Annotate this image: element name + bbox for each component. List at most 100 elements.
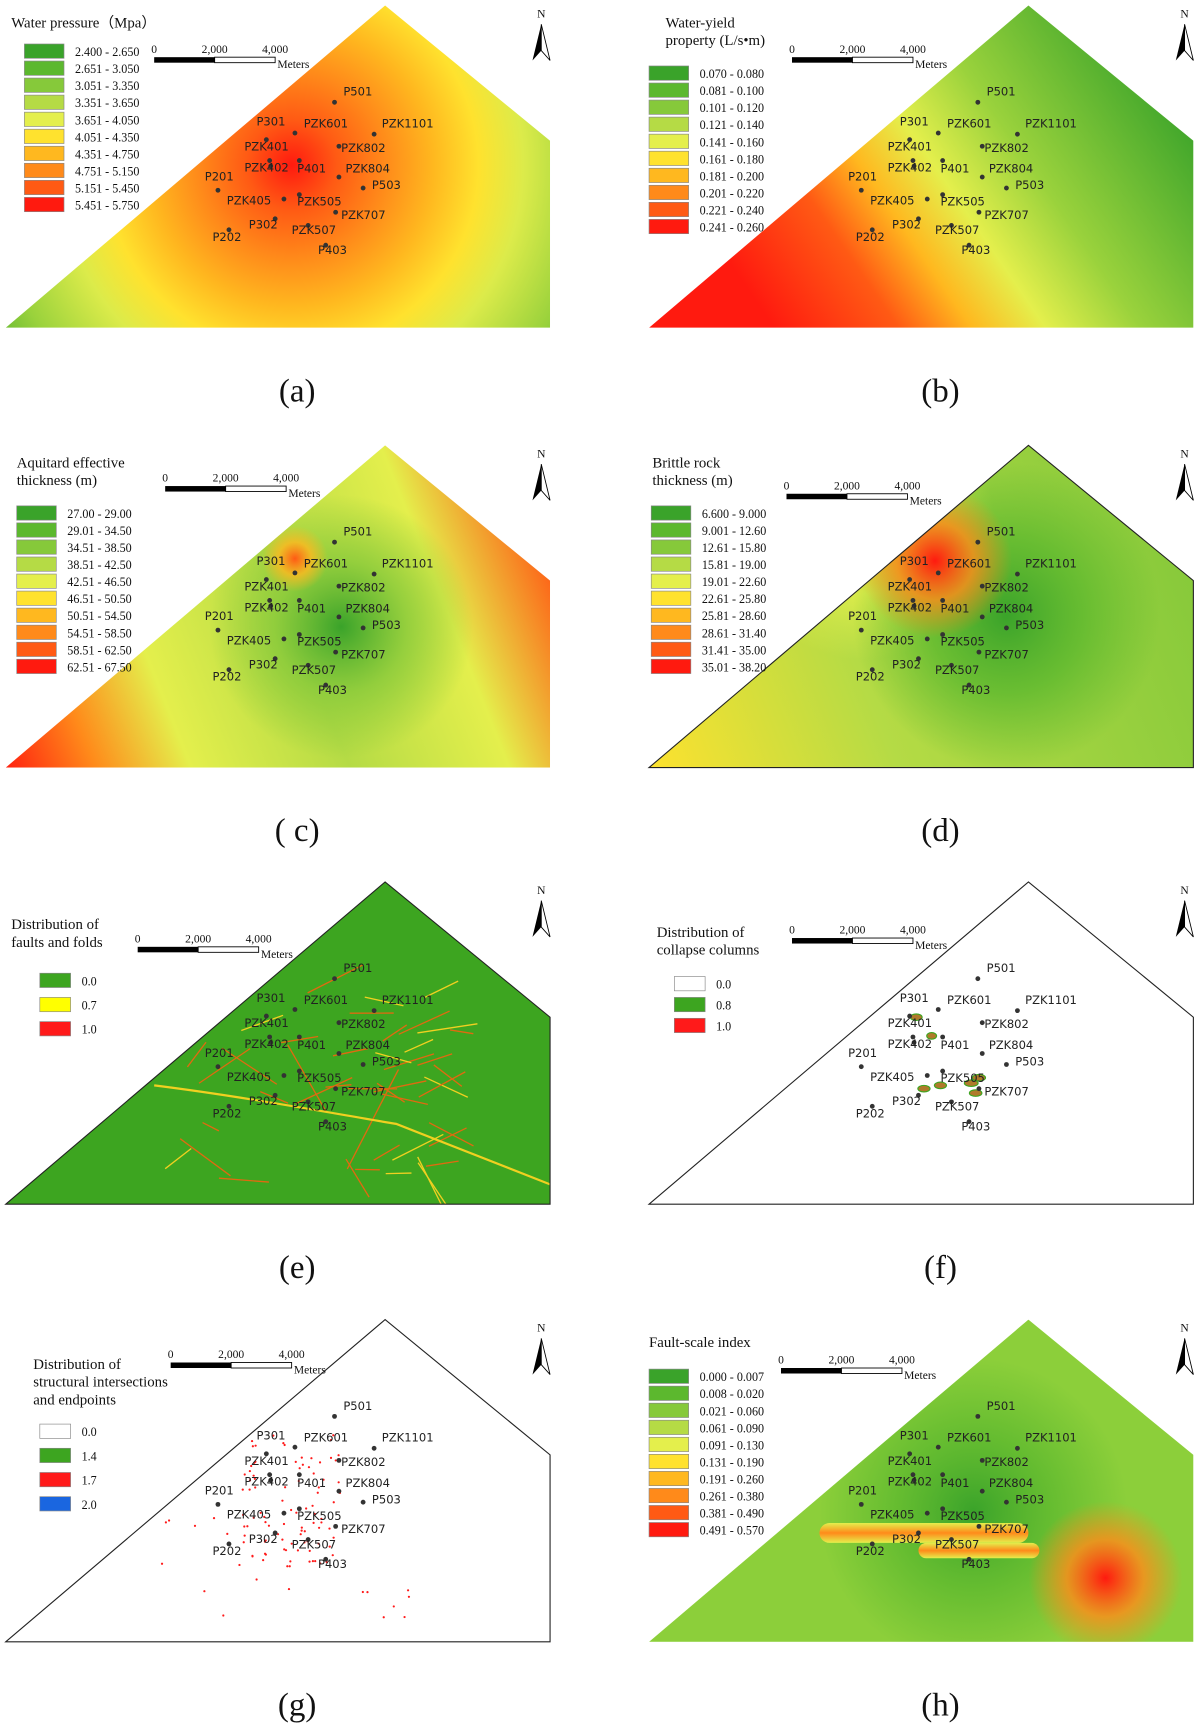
figure: P501P301PZK601PZK1101PZK401PZK802PZK402P… <box>0 0 1198 1732</box>
intersection-point <box>314 1560 316 1562</box>
well-label: P301 <box>256 114 285 128</box>
intersection-point <box>246 1525 248 1527</box>
well-label: PZK707 <box>341 1522 385 1536</box>
scale-label: 4,000 <box>246 933 272 945</box>
scale-label: 0 <box>162 473 168 485</box>
legend-swatch <box>674 1018 705 1032</box>
scale-bar <box>792 57 852 62</box>
well-label: PZK802 <box>341 1017 385 1031</box>
well-label: PZK601 <box>947 556 991 570</box>
legend-swatch <box>24 180 64 194</box>
legend-label: 9.001 - 12.60 <box>702 524 766 538</box>
well-marker <box>332 100 337 105</box>
legend-title: property (L/s•m) <box>666 33 766 49</box>
well-label: PZK402 <box>244 1475 288 1489</box>
legend-swatch <box>24 95 64 109</box>
well-label: P202 <box>212 1544 241 1558</box>
legend-swatch <box>24 146 64 160</box>
intersection-point <box>288 1588 290 1590</box>
well-marker <box>361 186 366 191</box>
north-arrow <box>541 24 550 60</box>
panel: P501P301PZK601PZK1101PZK401PZK802PZK402P… <box>0 440 555 849</box>
legend-label: 0.0 <box>82 1425 97 1439</box>
intersection-point <box>332 1554 334 1556</box>
well-label: P201 <box>205 1046 234 1060</box>
well-label: PZK707 <box>984 1084 1028 1098</box>
well-label: P202 <box>856 670 885 684</box>
well-marker <box>282 636 287 641</box>
legend-label: 2.400 - 2.650 <box>75 45 139 59</box>
legend-label: 0.091 - 0.130 <box>700 1438 764 1452</box>
intersection-point <box>393 1605 395 1607</box>
scale-label: 0 <box>789 925 795 937</box>
scale-label: 2,000 <box>840 925 866 937</box>
legend-swatch <box>17 642 57 656</box>
well-label: P302 <box>249 218 278 232</box>
well-label: P302 <box>892 1094 921 1108</box>
legend-title: and endpoints <box>33 1392 116 1408</box>
well-marker <box>216 188 221 193</box>
intersection-point <box>289 1560 291 1562</box>
scale-label: 4,000 <box>262 44 288 56</box>
legend-swatch <box>651 574 691 588</box>
intersection-point <box>308 1561 310 1563</box>
panel-caption: (a) <box>279 373 316 409</box>
well-marker <box>337 1051 342 1056</box>
legend-swatch <box>24 61 64 75</box>
well-label: PZK1101 <box>382 556 434 570</box>
legend-label: 4.051 - 4.350 <box>75 130 139 144</box>
well-label: P302 <box>249 1094 278 1108</box>
north-arrow <box>1185 24 1194 60</box>
legend-swatch <box>40 1448 71 1462</box>
legend-title: Water pressure（Mpa） <box>11 14 156 31</box>
legend-swatch <box>649 1523 689 1537</box>
legend-label: 0.221 - 0.240 <box>700 203 764 217</box>
legend-swatch <box>649 185 689 199</box>
well-label: P501 <box>343 85 372 99</box>
panel: P501P301PZK601PZK1101PZK401PZK802PZK402P… <box>644 1314 1198 1723</box>
legend-label: 0.131 - 0.190 <box>700 1455 764 1469</box>
intersection-point <box>330 1457 332 1459</box>
page: Hydrogeological factor maps html, body {… <box>0 0 1198 1732</box>
north-label: N <box>1180 885 1189 897</box>
scale-label: 2,000 <box>218 1349 244 1361</box>
well-marker <box>975 100 980 105</box>
north-label: N <box>537 9 546 21</box>
legend-label: 15.81 - 19.00 <box>702 558 766 572</box>
legend-title: Distribution of <box>657 925 745 941</box>
well-label: P202 <box>212 670 241 684</box>
well-marker <box>293 1007 298 1012</box>
legend-swatch <box>40 1472 71 1486</box>
intersection-point <box>243 1525 245 1527</box>
panel-caption: (d) <box>921 813 959 849</box>
scale-bar <box>198 947 258 952</box>
north-label: N <box>1180 1323 1189 1335</box>
scale-label: 0 <box>778 1355 784 1367</box>
legend-label: 0.101 - 0.120 <box>700 101 764 115</box>
intersection-point <box>268 1525 270 1527</box>
legend-swatch <box>17 574 57 588</box>
well-label: P301 <box>256 554 285 568</box>
panel-caption: (b) <box>921 373 959 409</box>
well-label: P401 <box>297 602 326 616</box>
legend-label: 1.0 <box>716 1019 731 1033</box>
legend-swatch <box>40 973 71 987</box>
well-label: PZK405 <box>870 1508 914 1522</box>
intersection-point <box>403 1616 405 1618</box>
north-label: N <box>1180 448 1189 460</box>
well-marker <box>333 210 338 215</box>
well-label: P301 <box>256 1428 285 1442</box>
north-arrow <box>532 1338 541 1374</box>
well-label: PZK1101 <box>382 117 434 131</box>
north-arrow <box>541 901 550 937</box>
well-label: P503 <box>372 178 401 192</box>
well-label: P201 <box>848 1046 877 1060</box>
well-marker <box>936 1007 941 1012</box>
well-label: PZK1101 <box>1025 993 1077 1007</box>
well-marker <box>372 572 377 577</box>
intersection-point <box>318 1527 320 1529</box>
intersection-point <box>317 1492 319 1494</box>
scale-bar <box>215 57 275 62</box>
well-label: PZK405 <box>227 1508 271 1522</box>
well-label: P301 <box>900 1428 929 1442</box>
